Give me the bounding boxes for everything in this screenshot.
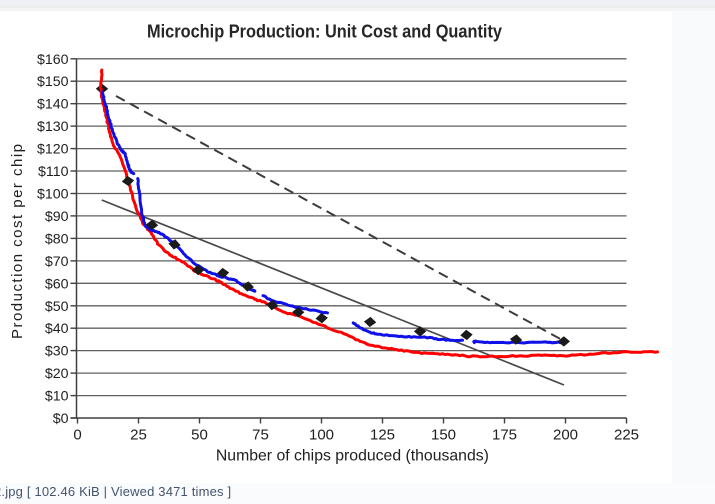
svg-text:$140: $140 xyxy=(37,97,69,113)
svg-text:$100: $100 xyxy=(37,187,69,203)
svg-text:$10: $10 xyxy=(45,389,69,405)
svg-text:$60: $60 xyxy=(45,276,69,292)
svg-text:0: 0 xyxy=(73,427,81,444)
svg-text:25: 25 xyxy=(130,427,147,444)
svg-text:$90: $90 xyxy=(45,209,69,225)
svg-text:Number of chips produced (thou: Number of chips produced (thousands) xyxy=(216,447,489,464)
svg-text:50: 50 xyxy=(191,427,208,444)
svg-text:$50: $50 xyxy=(45,299,69,315)
svg-text:200: 200 xyxy=(553,427,578,444)
svg-text:75: 75 xyxy=(252,427,269,444)
svg-text:175: 175 xyxy=(492,427,517,444)
svg-text:$20: $20 xyxy=(45,366,69,382)
svg-text:$110: $110 xyxy=(38,164,69,180)
svg-text:$150: $150 xyxy=(37,74,69,90)
svg-text:100: 100 xyxy=(309,427,334,444)
svg-text:125: 125 xyxy=(370,427,395,444)
svg-text:Microchip Production: Unit Cos: Microchip Production: Unit Cost and Quan… xyxy=(147,20,503,41)
svg-text:Production cost per chip: Production cost per chip xyxy=(9,144,26,339)
svg-text:$80: $80 xyxy=(45,231,69,247)
svg-text:$40: $40 xyxy=(45,321,69,337)
svg-text:$0: $0 xyxy=(53,411,69,427)
svg-text:$70: $70 xyxy=(45,254,69,270)
svg-text:150: 150 xyxy=(431,427,456,444)
svg-text:$130: $130 xyxy=(37,119,69,135)
svg-text:$160: $160 xyxy=(37,52,69,68)
svg-text:225: 225 xyxy=(614,427,639,444)
svg-text:$30: $30 xyxy=(45,344,69,360)
svg-text:$120: $120 xyxy=(37,142,69,158)
